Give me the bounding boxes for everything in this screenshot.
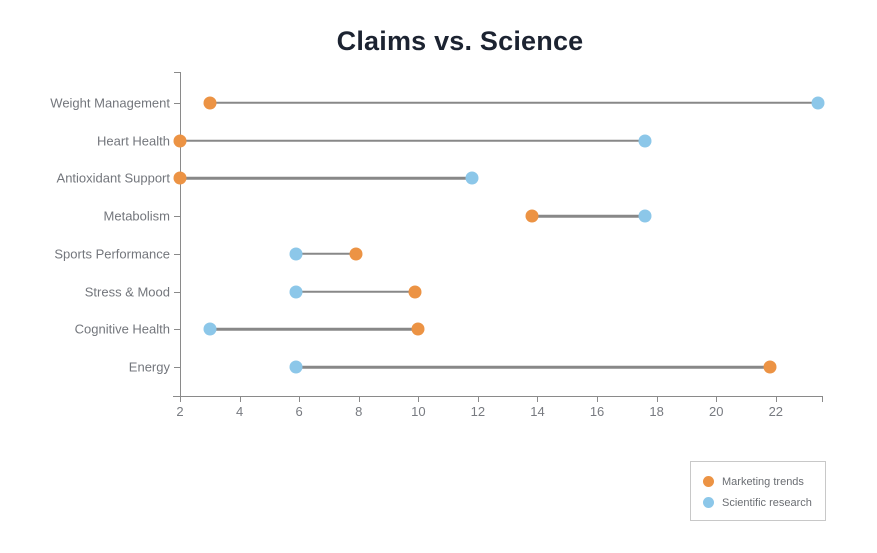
x-tick-label: 20 [709,404,724,419]
x-tick-label: 4 [235,404,244,419]
data-point-science[interactable] [289,285,303,299]
connector-line [180,139,645,142]
legend-swatch-marketing-icon [703,476,714,487]
data-point-science[interactable] [465,171,479,185]
data-point-science[interactable] [289,360,303,374]
data-point-marketing[interactable] [525,209,539,223]
data-point-marketing[interactable] [411,322,425,336]
category-label: Antioxidant Support [56,170,170,186]
x-axis-line [173,396,822,397]
category-label: Heart Health [97,133,170,149]
category-label: Energy [128,359,170,375]
category-label: Weight Management [50,95,170,111]
x-tick-label: 14 [530,404,545,419]
x-tick-mark [775,396,777,402]
category-label: Sports Performance [54,246,170,262]
legend: Marketing trends Scientific research [690,461,826,521]
x-tick-mark [716,396,718,402]
x-tick-mark [656,396,658,402]
connector-line [296,290,416,293]
category-label: Stress & Mood [84,284,170,300]
legend-swatch-science-icon [703,497,714,508]
legend-item-marketing[interactable]: Marketing trends [703,471,825,492]
y-tick-mark [174,367,180,369]
data-point-marketing[interactable] [408,285,422,299]
connector-line [209,101,818,105]
x-tick-mark [537,396,539,402]
x-tick-mark [597,396,599,402]
x-tick-label: 12 [470,404,486,419]
x-tick-label: 2 [176,404,184,419]
connector-line [296,365,770,369]
data-point-marketing[interactable] [203,96,217,110]
category-label: Metabolism [103,208,170,224]
data-point-science[interactable] [203,322,217,336]
data-point-marketing[interactable] [763,360,777,374]
x-tick-mark [180,396,181,402]
x-tick-label: 10 [411,404,426,419]
legend-item-science[interactable]: Scientific research [703,492,825,513]
y-tick-mark [174,291,180,293]
chart-title: Claims vs. Science [336,26,584,56]
x-tick-mark [239,396,241,402]
connector-line [180,177,472,180]
data-point-marketing[interactable] [349,247,363,261]
legend-label: Marketing trends [722,475,804,488]
y-axis-line [180,72,181,402]
x-tick-label: 16 [589,404,605,419]
data-point-science[interactable] [289,247,303,261]
legend-label: Scientific research [722,496,812,509]
x-tick-mark [477,396,479,402]
y-tick-mark [174,102,180,104]
data-point-science[interactable] [638,209,652,223]
x-tick-mark [418,396,420,402]
category-label: Cognitive Health [74,321,170,337]
data-point-marketing[interactable] [173,134,187,148]
connector-line [209,328,419,331]
x-tick-label: 22 [768,404,784,419]
x-tick-label: 8 [355,404,363,419]
connector-line [296,252,356,256]
x-tick-mark [358,396,360,402]
data-point-science[interactable] [811,96,825,110]
y-tick-mark [174,216,180,218]
x-axis-endcap [822,396,823,402]
connector-line [531,214,645,218]
x-tick-mark [299,396,301,402]
x-tick-label: 18 [649,404,664,419]
x-tick-label: 6 [295,404,303,419]
y-tick-mark [174,329,180,331]
data-point-science[interactable] [638,134,652,148]
y-axis-endcap [174,72,180,73]
data-point-marketing[interactable] [173,171,187,185]
y-tick-mark [174,253,180,255]
